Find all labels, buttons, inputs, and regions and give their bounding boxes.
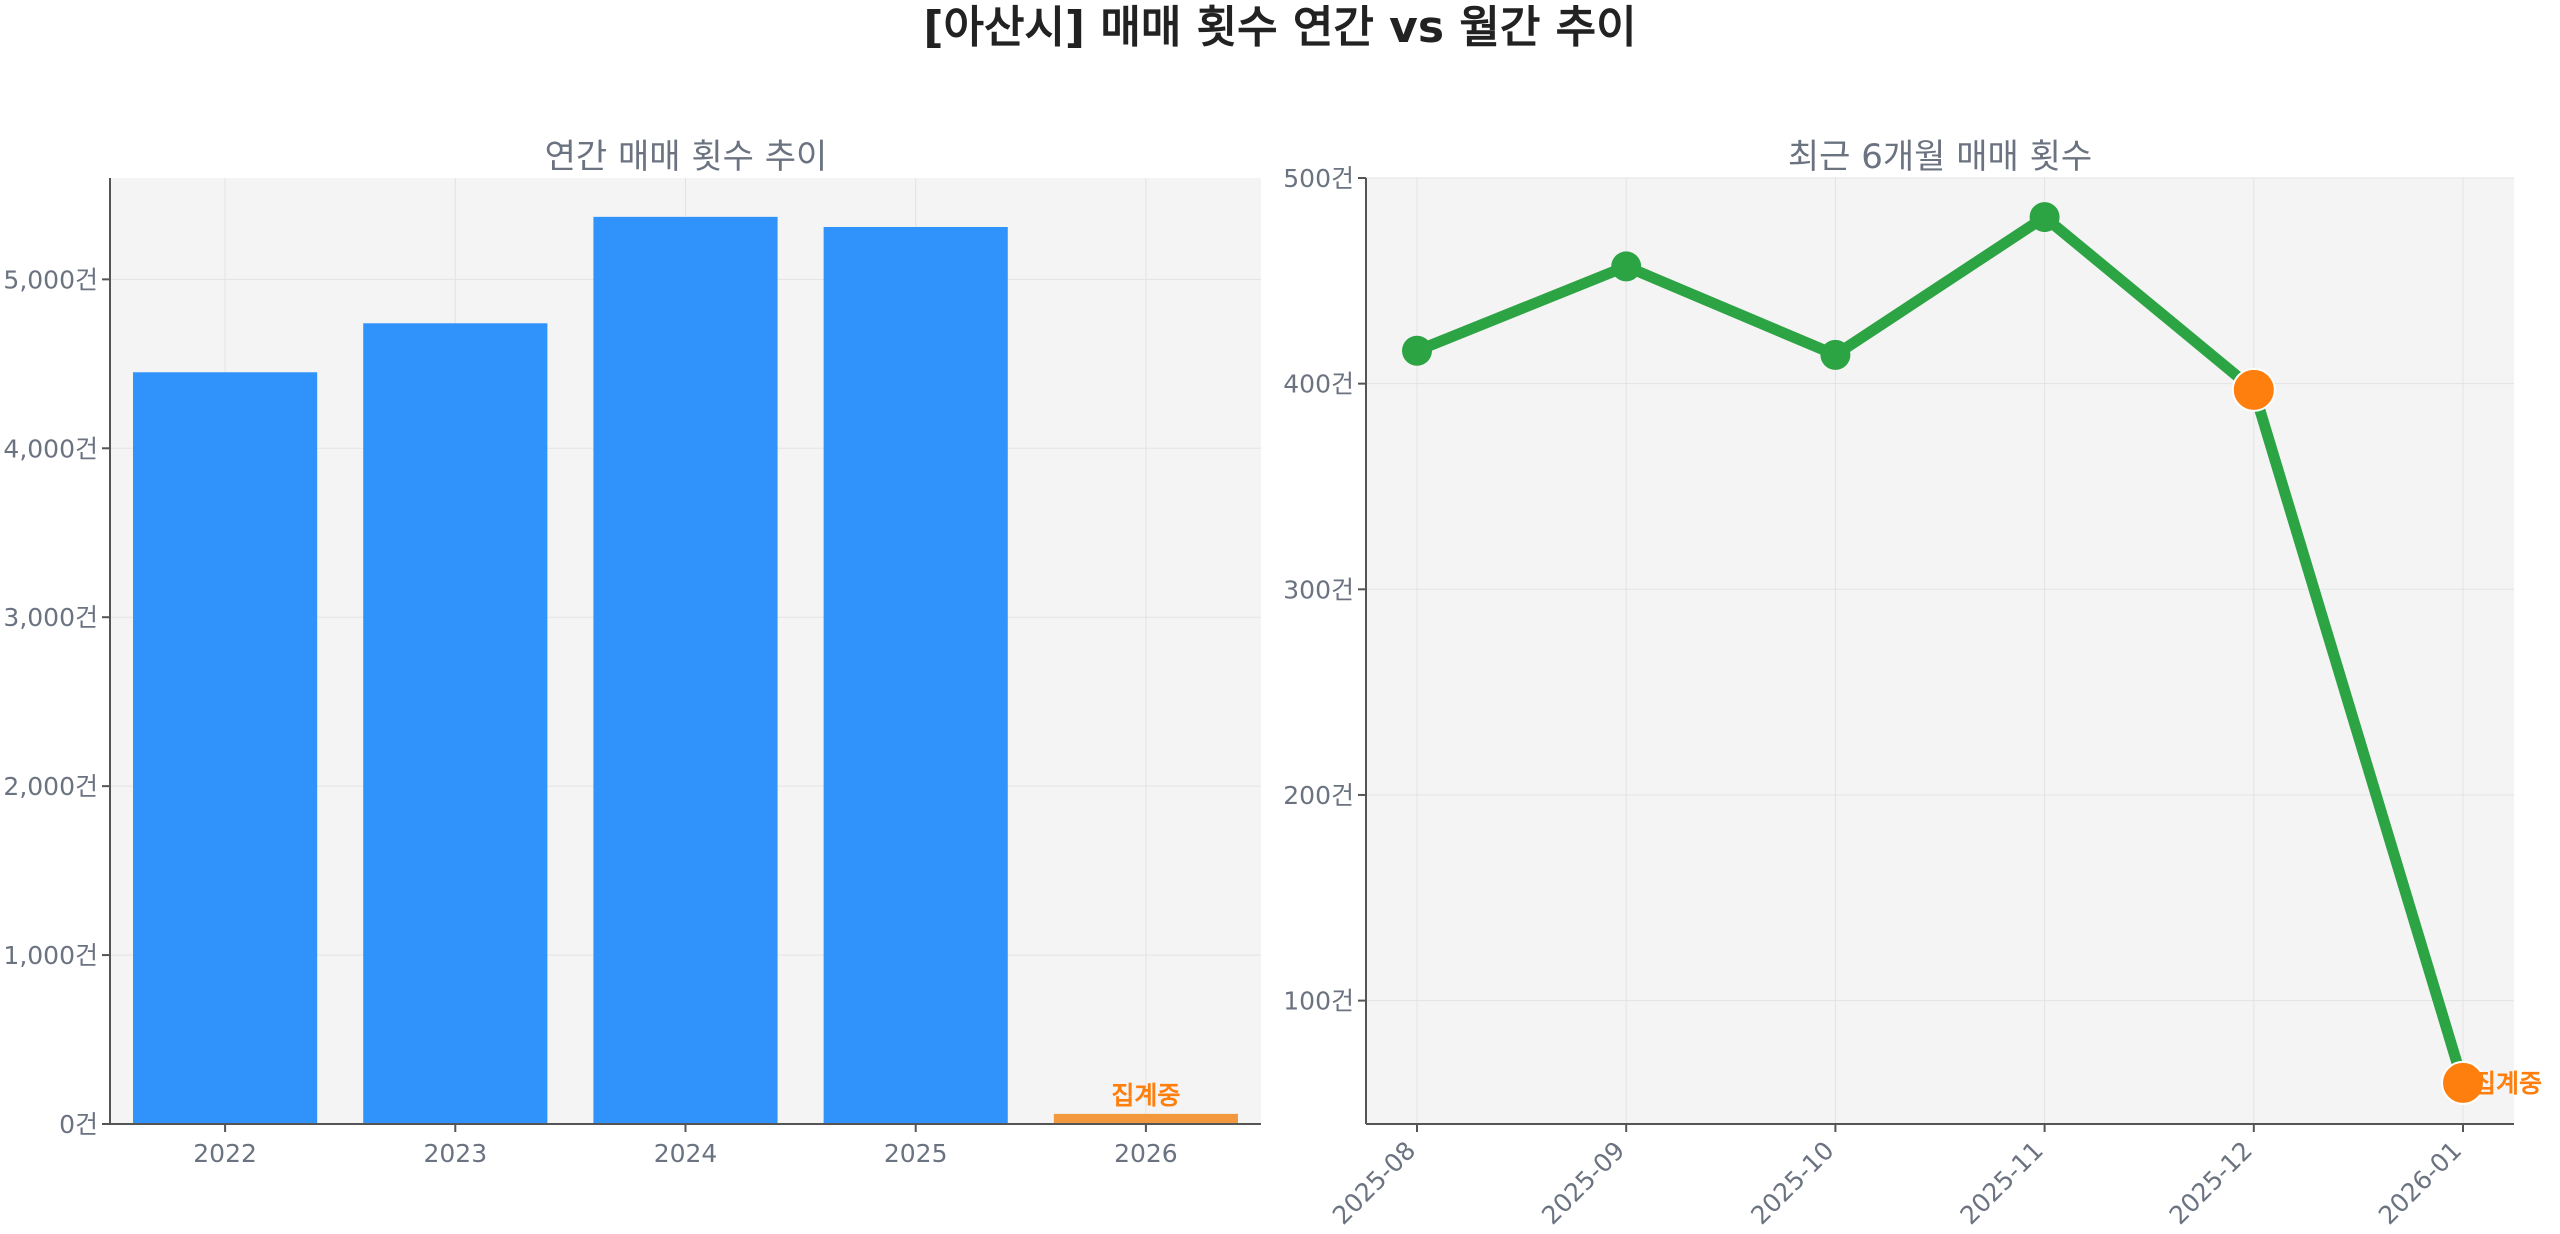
monthly-y-tick-label: 300건 — [1283, 575, 1354, 604]
annual-y-tick-label: 2,000건 — [3, 772, 98, 801]
bar-2026 — [1053, 1113, 1238, 1124]
monthly-plot-area — [1366, 178, 2514, 1124]
monthly-grid — [1366, 177, 2514, 1124]
point-2025-09 — [1611, 251, 1642, 282]
bar-2022 — [133, 372, 318, 1125]
annual-x-tick-label: 2024 — [654, 1139, 718, 1168]
bar-2025 — [823, 226, 1008, 1125]
annual-y-tick-label: 3,000건 — [3, 603, 98, 632]
monthly-x-tick-label: 2025-11 — [1954, 1136, 2048, 1230]
annual-x-tick-label: 2026 — [1114, 1139, 1178, 1168]
annual-bars — [133, 216, 1238, 1125]
annual-y-ticks: 0건 1,000건 2,000건 3,000건 4,000건 5,000건 — [3, 265, 110, 1139]
annual-y-tick-label: 0건 — [59, 1110, 98, 1139]
bar-2024 — [593, 216, 778, 1124]
monthly-x-tick-label: 2025-09 — [1536, 1136, 1630, 1230]
monthly-partial-annotation: 집계중 — [2473, 1069, 2542, 1098]
point-2025-10 — [1820, 339, 1851, 370]
monthly-x-ticks: 2025-08 2025-09 2025-10 2025-11 2025-12 2026-… — [1327, 1124, 2467, 1230]
monthly-chart-title: 최근 6개월 매매 횟수 — [1788, 137, 2092, 177]
point-2025-12 — [2231, 367, 2276, 412]
annual-chart-title: 연간 매매 횟수 추이 — [545, 137, 828, 177]
point-2025-11 — [2029, 202, 2060, 233]
monthly-x-tick-label: 2025-10 — [1745, 1136, 1839, 1230]
point-2026-01 — [2441, 1060, 2485, 1105]
monthly-y-tick-label: 400건 — [1283, 370, 1354, 399]
annual-x-tick-label: 2022 — [193, 1139, 257, 1168]
monthly-x-tick-label: 2025-12 — [2164, 1136, 2258, 1230]
monthly-series — [1402, 202, 2485, 1105]
monthly-y-ticks: 100건 200건 300건 400건 500건 — [1283, 164, 1366, 1016]
figure-title: [아산시] 매매 횟수 연간 vs 월간 추이 — [923, 2, 1636, 53]
annual-x-tick-label: 2023 — [423, 1139, 487, 1168]
monthly-y-tick-label: 200건 — [1283, 781, 1354, 810]
annual-y-tick-label: 1,000건 — [3, 941, 98, 970]
monthly-x-tick-label: 2026-01 — [2373, 1136, 2467, 1230]
monthly-x-tick-label: 2025-08 — [1327, 1136, 1421, 1230]
bar-2023 — [363, 323, 548, 1124]
annual-partial-annotation: 집계중 — [1111, 1081, 1180, 1110]
annual-x-ticks: 2022 2023 2024 2025 2026 — [193, 1124, 1178, 1168]
annual-x-tick-label: 2025 — [884, 1139, 948, 1168]
monthly-series-line — [1411, 211, 2469, 1089]
monthly-y-tick-label: 500건 — [1283, 164, 1354, 193]
annual-y-tick-label: 4,000건 — [3, 434, 98, 463]
point-2025-08 — [1402, 335, 1432, 366]
annual-y-tick-label: 5,000건 — [3, 265, 98, 294]
monthly-y-tick-label: 100건 — [1283, 987, 1354, 1016]
